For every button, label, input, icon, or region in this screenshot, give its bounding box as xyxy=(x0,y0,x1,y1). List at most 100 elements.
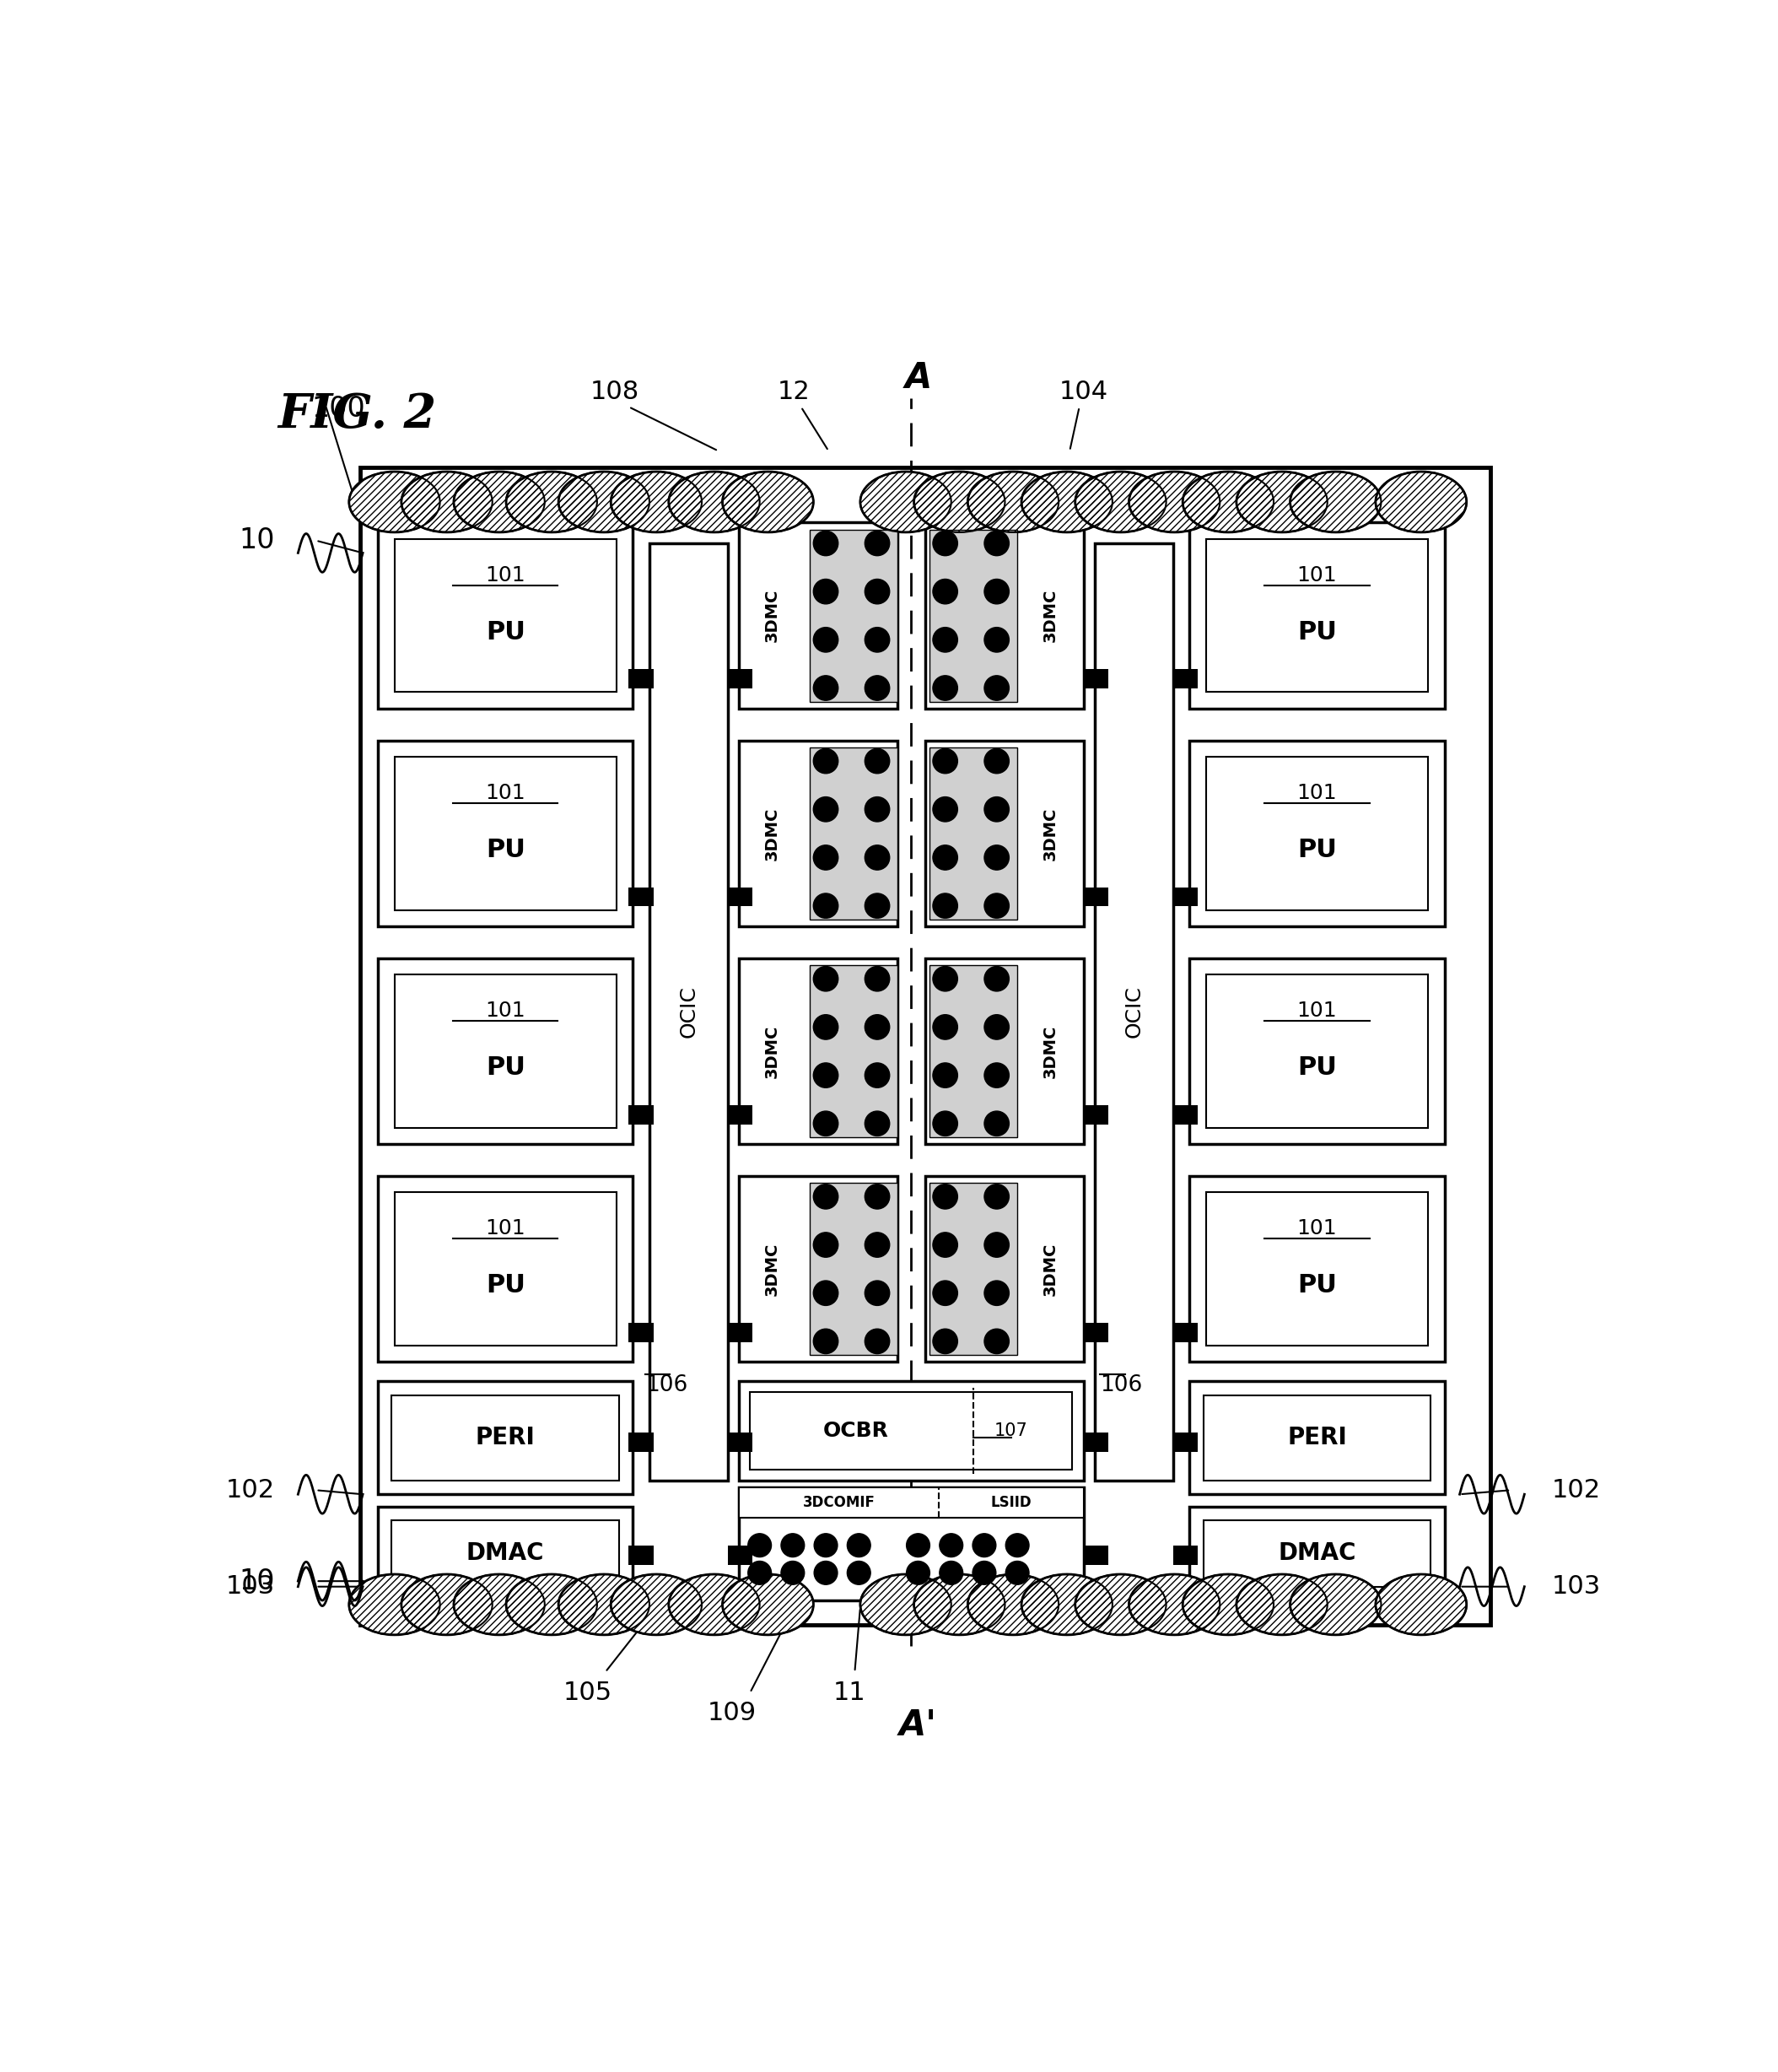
Ellipse shape xyxy=(1182,1575,1273,1635)
Circle shape xyxy=(985,1063,1010,1088)
Bar xyxy=(925,740,1083,926)
Ellipse shape xyxy=(1021,472,1113,533)
Text: A': A' xyxy=(900,1707,937,1743)
Bar xyxy=(379,1177,633,1361)
Bar xyxy=(740,1488,1083,1517)
Circle shape xyxy=(907,1560,930,1585)
Bar xyxy=(395,756,617,910)
Circle shape xyxy=(933,1328,958,1353)
Circle shape xyxy=(933,675,958,700)
Ellipse shape xyxy=(348,1575,439,1635)
Circle shape xyxy=(813,798,837,823)
Ellipse shape xyxy=(1376,1575,1467,1635)
Bar xyxy=(1189,522,1444,709)
Ellipse shape xyxy=(402,472,493,533)
Bar xyxy=(1173,669,1198,688)
Text: DMAC: DMAC xyxy=(1278,1542,1357,1564)
Text: PU: PU xyxy=(1298,837,1337,862)
Circle shape xyxy=(933,580,958,603)
Text: 103: 103 xyxy=(226,1575,274,1600)
Text: 11: 11 xyxy=(832,1680,866,1705)
Ellipse shape xyxy=(348,472,439,533)
Circle shape xyxy=(846,1533,871,1556)
Ellipse shape xyxy=(861,472,951,533)
Text: 3DMC: 3DMC xyxy=(765,806,781,860)
Bar xyxy=(379,957,633,1144)
Circle shape xyxy=(814,1560,837,1585)
Ellipse shape xyxy=(1291,1575,1382,1635)
Circle shape xyxy=(985,1328,1010,1353)
Bar xyxy=(629,1432,654,1452)
Ellipse shape xyxy=(967,472,1058,533)
Bar xyxy=(1205,974,1428,1127)
Bar xyxy=(740,522,898,709)
Text: 3DCOMIF: 3DCOMIF xyxy=(802,1496,875,1510)
Ellipse shape xyxy=(1376,472,1467,533)
Bar xyxy=(1083,887,1108,905)
Text: PU: PU xyxy=(485,1274,525,1297)
Circle shape xyxy=(933,628,958,653)
Circle shape xyxy=(864,966,889,990)
Circle shape xyxy=(781,1560,804,1585)
Ellipse shape xyxy=(722,1575,813,1635)
Circle shape xyxy=(933,1111,958,1135)
Text: 12: 12 xyxy=(777,379,811,404)
Ellipse shape xyxy=(1129,1575,1220,1635)
Circle shape xyxy=(864,1185,889,1208)
Bar xyxy=(1173,1322,1198,1343)
Circle shape xyxy=(1006,1533,1029,1556)
Circle shape xyxy=(813,845,837,870)
Bar xyxy=(1173,1432,1198,1452)
Text: LSIID: LSIID xyxy=(990,1496,1031,1510)
Circle shape xyxy=(813,628,837,653)
Ellipse shape xyxy=(1236,1575,1328,1635)
Bar xyxy=(1083,1432,1108,1452)
Bar xyxy=(727,1546,752,1564)
Circle shape xyxy=(864,1233,889,1258)
Ellipse shape xyxy=(1076,472,1166,533)
Circle shape xyxy=(813,675,837,700)
Bar xyxy=(395,1193,617,1345)
Circle shape xyxy=(939,1560,964,1585)
Bar xyxy=(727,1322,752,1343)
Ellipse shape xyxy=(669,1575,759,1635)
Bar xyxy=(727,887,752,905)
Text: 3DMC: 3DMC xyxy=(1042,806,1058,860)
Circle shape xyxy=(864,628,889,653)
Circle shape xyxy=(864,1015,889,1040)
Circle shape xyxy=(813,580,837,603)
Circle shape xyxy=(864,1111,889,1135)
Text: PU: PU xyxy=(1298,1274,1337,1297)
Circle shape xyxy=(864,1328,889,1353)
Bar xyxy=(629,1104,654,1125)
Ellipse shape xyxy=(453,1575,544,1635)
Ellipse shape xyxy=(402,1575,493,1635)
Circle shape xyxy=(813,1233,837,1258)
Text: 3DMC: 3DMC xyxy=(1042,1024,1058,1077)
Circle shape xyxy=(813,1063,837,1088)
Circle shape xyxy=(985,580,1010,603)
Bar xyxy=(1083,669,1108,688)
Circle shape xyxy=(864,893,889,918)
Bar xyxy=(379,1382,633,1494)
Text: 109: 109 xyxy=(708,1701,757,1726)
Text: OCIC: OCIC xyxy=(679,986,699,1038)
Bar xyxy=(1189,1177,1444,1361)
Bar xyxy=(740,740,898,926)
Text: 3DMC: 3DMC xyxy=(765,1243,781,1295)
Circle shape xyxy=(813,1280,837,1305)
Circle shape xyxy=(985,1280,1010,1305)
Bar xyxy=(930,1183,1017,1355)
Circle shape xyxy=(749,1560,772,1585)
Bar xyxy=(727,1104,752,1125)
Circle shape xyxy=(781,1533,804,1556)
Ellipse shape xyxy=(453,472,544,533)
Ellipse shape xyxy=(914,472,1005,533)
Circle shape xyxy=(813,1328,837,1353)
Ellipse shape xyxy=(507,1575,597,1635)
Circle shape xyxy=(933,748,958,773)
Circle shape xyxy=(864,1063,889,1088)
Text: A: A xyxy=(905,361,932,396)
Text: 3DMC: 3DMC xyxy=(765,588,781,642)
Circle shape xyxy=(985,798,1010,823)
